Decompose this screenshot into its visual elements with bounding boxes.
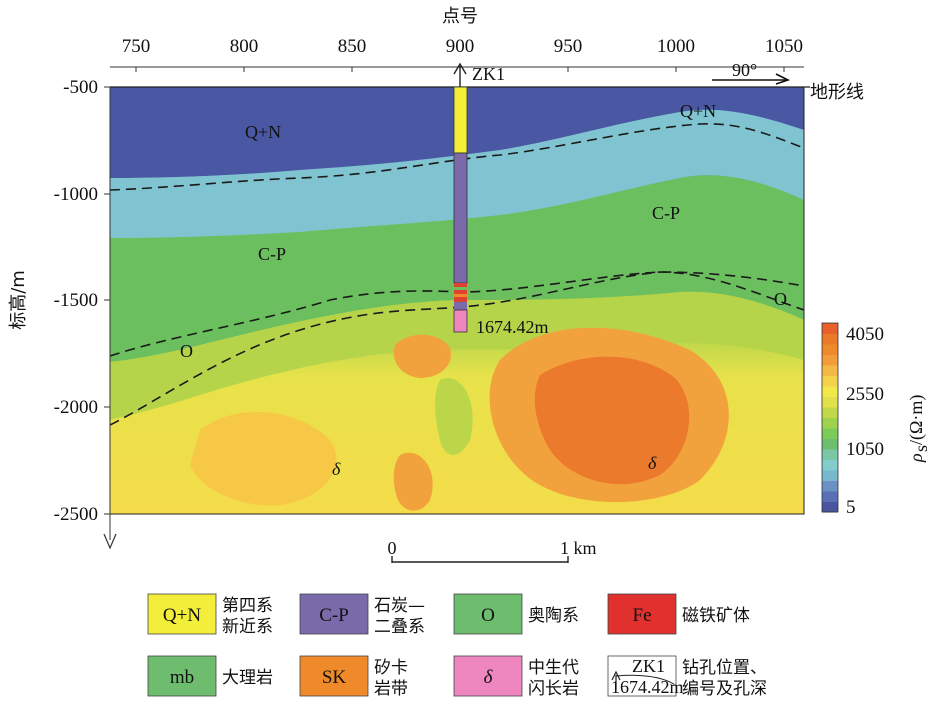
legend-item-cp: C-P 石炭— 二叠系	[299, 593, 425, 637]
colorbar-band	[822, 501, 838, 513]
colorbar-tick-1050: 1050	[846, 439, 884, 460]
colorbar-title: ρ s /(Ω·m)	[906, 395, 931, 463]
colorbar-band	[822, 344, 838, 355]
legend-item-qn: Q+N 第四系 新近系	[147, 593, 273, 637]
unit-label-qn-left: Q+N	[245, 122, 281, 142]
legend-symbol-sk: SK	[322, 667, 347, 688]
colorbar-band	[822, 480, 838, 492]
top-tick-750: 750	[122, 36, 151, 57]
colorbar-band	[822, 323, 838, 334]
colorbar-band	[822, 386, 838, 397]
legend-label-qn-1: 第四系	[222, 596, 273, 616]
scale-bar-start: 0	[388, 538, 397, 558]
legend-symbol-delta: δ	[484, 667, 494, 688]
scale-bar	[391, 556, 569, 563]
legend-label-cp-1: 石炭—	[374, 596, 425, 616]
legend-item-borehole: ZK1 1674.42m 钻孔位置、 编号及孔深	[607, 655, 767, 699]
legend-label-mb-1: 大理岩	[222, 668, 273, 688]
legend-symbol-fe: Fe	[633, 605, 652, 626]
borehole-name: ZK1	[472, 64, 505, 84]
top-tick-950: 950	[554, 36, 583, 57]
colorbar-title-unit: /(Ω·m)	[906, 395, 927, 445]
top-tick-1000: 1000	[657, 36, 695, 57]
legend-borehole-arrow-icon	[611, 670, 621, 690]
legend-symbol-borehole-depth: 1674.42m	[611, 677, 684, 697]
legend-item-o: O 奥陶系	[453, 593, 579, 635]
colorbar-band	[822, 491, 838, 502]
scale-bar-end: 1 km	[560, 538, 597, 558]
left-axis-arrow	[103, 533, 117, 550]
legend-label-sk-1: 矽卡	[374, 658, 408, 678]
colorbar-title-sub: s	[911, 445, 931, 452]
unit-label-delta-left: δ	[332, 459, 341, 479]
colorbar-band	[822, 428, 838, 439]
colorbar-tick-4050: 4050	[846, 324, 884, 345]
colorbar-tick-2550: 2550	[846, 384, 884, 405]
unit-label-delta-right: δ	[648, 453, 657, 473]
legend-label-delta-2: 闪长岩	[528, 679, 579, 699]
legend-label-borehole-1: 钻孔位置、	[682, 658, 767, 678]
legend-symbol-borehole: ZK1	[632, 656, 665, 676]
left-tick-500: -500	[63, 77, 98, 98]
left-tick-1000: -1000	[54, 184, 98, 205]
unit-label-cp-right: C-P	[652, 203, 680, 223]
left-tick-2000: -2000	[54, 397, 98, 418]
legend-item-delta: δ 中生代 闪长岩	[453, 655, 579, 699]
top-tick-1050: 1050	[765, 36, 803, 57]
legend-symbol-cp: C-P	[319, 605, 349, 626]
top-tick-800: 800	[230, 36, 259, 57]
legend-symbol-qn: Q+N	[163, 605, 201, 626]
colorbar-band	[822, 375, 838, 387]
legend-label-borehole-2: 编号及孔深	[682, 679, 767, 699]
top-tick-850: 850	[338, 36, 367, 57]
colorbar-band	[822, 365, 838, 376]
borehole-depth: 1674.42m	[476, 317, 549, 337]
legend-label-cp-2: 二叠系	[374, 617, 425, 637]
legend-label-qn-2: 新近系	[222, 617, 273, 637]
colorbar-tick-5: 5	[846, 497, 856, 518]
unit-label-cp-left: C-P	[258, 244, 286, 264]
orientation-label: 90°	[732, 60, 757, 80]
legend-label-fe-1: 磁铁矿体	[682, 606, 750, 626]
colorbar-band	[822, 333, 838, 345]
orientation-arrow-head	[775, 73, 791, 85]
unit-label-qn-right: Q+N	[680, 101, 716, 121]
colorbar-band	[822, 417, 838, 429]
left-tick-1500: -1500	[54, 290, 98, 311]
colorbar-band	[822, 407, 838, 418]
legend-label-delta-1: 中生代	[528, 658, 579, 678]
colorbar-frame	[821, 322, 839, 513]
left-axis-title: 标高/m	[8, 270, 29, 330]
unit-label-o-left: O	[180, 341, 193, 361]
colorbar-title-rho: ρ	[906, 453, 926, 463]
legend-item-fe: Fe 磁铁矿体	[607, 593, 750, 635]
legend-item-sk: SK 矽卡 岩带	[299, 655, 408, 699]
colorbar-band	[822, 438, 838, 450]
top-tick-900: 900	[446, 36, 475, 57]
colorbar	[822, 323, 838, 513]
colorbar-band	[822, 354, 838, 366]
unit-label-o-right: O	[774, 289, 787, 309]
borehole-zk1	[453, 62, 468, 333]
colorbar-band	[822, 396, 838, 408]
legend: Q+N 第四系 新近系 C-P 石炭— 二叠系 O 奥陶系 Fe 磁铁矿体 mb…	[147, 593, 767, 699]
legend-symbol-mb: mb	[170, 667, 194, 688]
legend-label-o-1: 奥陶系	[528, 606, 579, 626]
colorbar-band	[822, 459, 838, 471]
legend-item-mb: mb 大理岩	[147, 655, 273, 697]
legend-symbol-o: O	[481, 605, 495, 626]
colorbar-band	[822, 470, 838, 481]
legend-label-sk-2: 岩带	[374, 679, 408, 699]
left-tick-2500: -2500	[54, 504, 98, 525]
top-axis-title: 点号	[442, 6, 478, 27]
colorbar-band	[822, 449, 838, 460]
terrain-label: 地形线	[810, 82, 864, 103]
left-axis-ticks	[104, 86, 110, 515]
